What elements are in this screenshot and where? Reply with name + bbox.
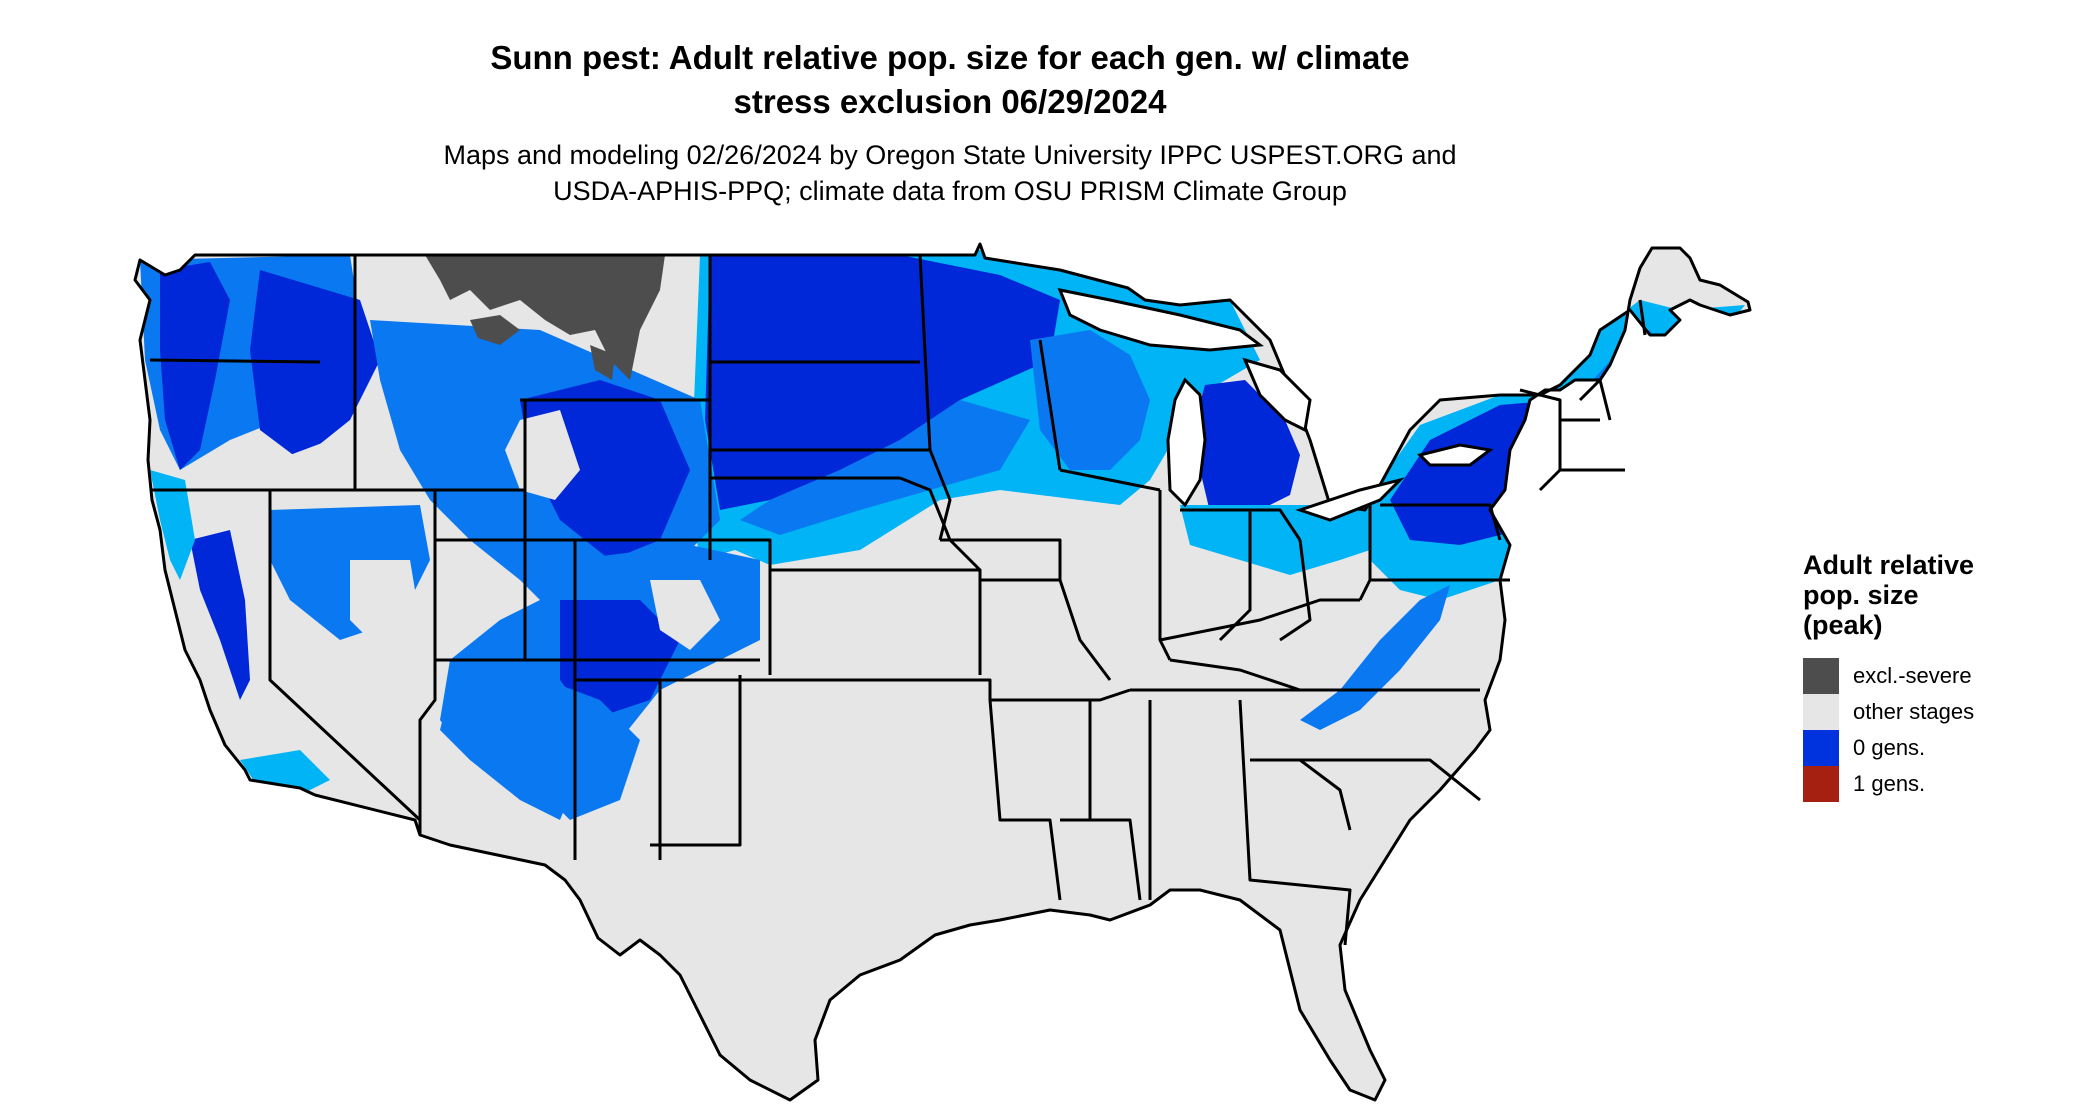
great-lakes <box>1057 287 1494 522</box>
legend-label-other-stages: other stages <box>1853 699 1975 724</box>
legend-title-line-3: (peak) <box>1803 610 1883 640</box>
map-title-line-1: Sunn pest: Adult relative pop. size for … <box>490 39 1410 76</box>
zero-gens-mid-newengland <box>1570 330 1670 490</box>
legend-swatch-excl-severe <box>1803 658 1839 694</box>
lake-huron <box>1242 357 1312 433</box>
lake-erie <box>1295 477 1405 522</box>
map-title: Sunn pest: Adult relative pop. size for … <box>300 36 1600 124</box>
zero-gens-mid-appalachia <box>1300 585 1450 730</box>
state-borders <box>133 242 1752 1102</box>
legend-label-1-gens: 1 gens. <box>1853 771 1926 796</box>
zero-gens-light-california-coast <box>150 470 195 580</box>
zero-gens-dark-sierra <box>190 530 250 700</box>
map-subtitle-line-2: USDA-APHIS-PPQ; climate data from OSU PR… <box>553 176 1347 206</box>
other-stages-patch-nevada <box>350 560 420 650</box>
zero-gens-dark-plains <box>705 255 1060 510</box>
other-stages-patch-idaho <box>250 440 370 500</box>
map-subtitle: Maps and modeling 02/26/2024 by Oregon S… <box>300 137 1600 209</box>
legend-label-excl-severe: excl.-severe <box>1853 663 1972 688</box>
lake-michigan <box>1166 377 1207 508</box>
excl-severe-zone <box>425 255 665 380</box>
legend-item-excl-severe: excl.-severe <box>1803 658 2083 694</box>
legend-title-line-2: pop. size <box>1803 580 1919 610</box>
map-title-line-2: stress exclusion 06/29/2024 <box>733 83 1167 120</box>
legend-swatch-1-gens <box>1803 766 1839 802</box>
map-legend: Adult relative pop. size (peak) excl.-se… <box>1803 550 2083 802</box>
legend-item-other-stages: other stages <box>1803 694 2083 730</box>
legend-swatch-other-stages <box>1803 694 1839 730</box>
legend-item-0-gens: 0 gens. <box>1803 730 2083 766</box>
legend-swatch-0-gens <box>1803 730 1839 766</box>
zero-gens-mid-arizona <box>440 670 640 820</box>
lake-superior <box>1057 287 1264 352</box>
zero-gens-dark-cascades <box>160 262 230 470</box>
excl-severe-speckle <box>470 315 615 380</box>
other-stages-patch-colorado <box>650 580 720 650</box>
zero-gens-dark-michigan <box>1195 380 1300 512</box>
zero-gens-dark-wisconsin <box>1030 330 1150 470</box>
lake-ontario <box>1417 443 1494 467</box>
legend-label-0-gens: 0 gens. <box>1853 735 1926 760</box>
legend-title-line-1: Adult relative <box>1803 550 1975 580</box>
legend-item-1-gens: 1 gens. <box>1803 766 2083 802</box>
zero-gens-dark-idaho <box>250 270 380 460</box>
zero-gens-mid-plains <box>740 400 1030 535</box>
map-subtitle-line-1: Maps and modeling 02/26/2024 by Oregon S… <box>443 140 1457 170</box>
legend-title: Adult relative pop. size (peak) <box>1803 550 2083 640</box>
